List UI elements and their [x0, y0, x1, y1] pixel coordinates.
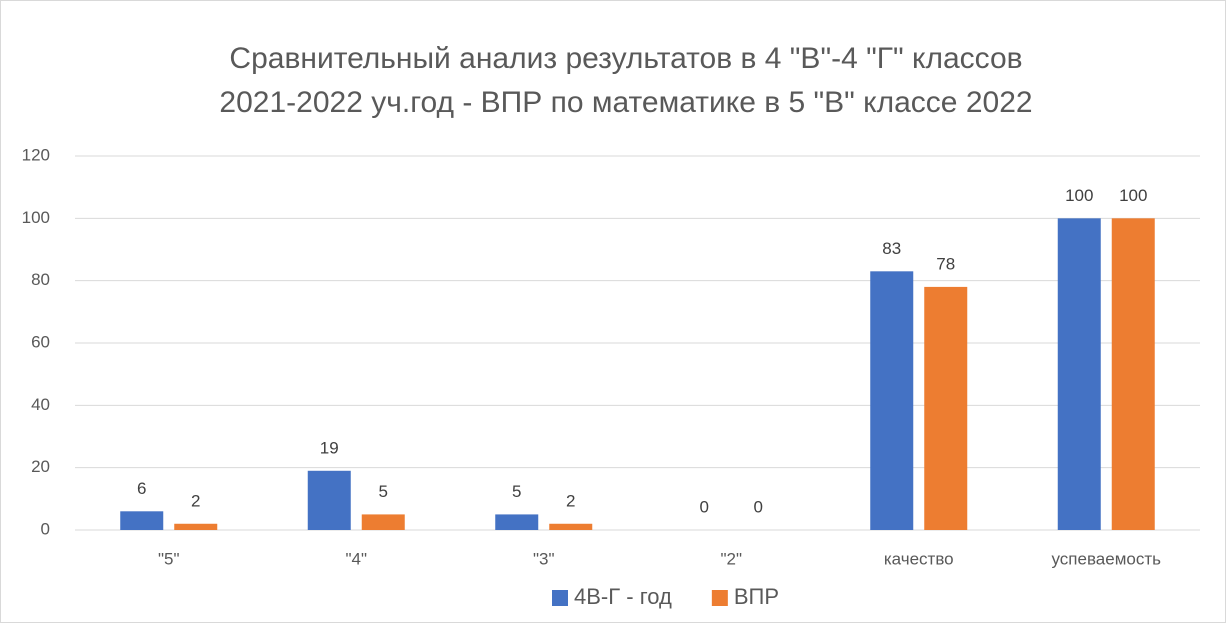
y-tick-label: 100 — [22, 208, 50, 227]
x-tick-label: "4" — [345, 549, 367, 568]
y-tick-label: 80 — [31, 270, 50, 289]
bar — [1057, 218, 1101, 531]
data-label: 2 — [191, 491, 200, 510]
data-label: 0 — [754, 497, 763, 516]
data-label: 100 — [1119, 186, 1147, 205]
bar — [174, 523, 218, 530]
data-label: 0 — [700, 497, 709, 516]
legend-label: ВПР — [734, 584, 779, 609]
x-tick-label: "5" — [158, 549, 180, 568]
y-tick-label: 20 — [31, 457, 50, 476]
data-label: 100 — [1065, 186, 1093, 205]
chart-title: 2021-2022 уч.год - ВПР по математике в 5… — [219, 86, 1032, 119]
y-tick-label: 60 — [31, 332, 50, 351]
x-tick-label: успеваемость — [1051, 549, 1161, 568]
x-tick-label: качество — [884, 549, 954, 568]
x-tick-label: "3" — [533, 549, 555, 568]
bar — [870, 271, 914, 530]
data-label: 78 — [936, 254, 955, 273]
data-label: 6 — [137, 479, 146, 498]
data-label: 5 — [512, 482, 521, 501]
bar — [361, 514, 405, 530]
legend-swatch — [552, 590, 568, 606]
chart-title: Сравнительный анализ результатов в 4 "В"… — [229, 42, 1022, 75]
y-tick-label: 0 — [41, 519, 50, 538]
data-label: 2 — [566, 491, 575, 510]
bar — [1111, 218, 1155, 531]
legend-swatch — [711, 590, 728, 606]
data-label: 19 — [320, 438, 339, 457]
bar — [549, 523, 593, 530]
data-label: 83 — [882, 239, 901, 258]
bar — [307, 470, 351, 530]
data-label: 5 — [379, 482, 388, 501]
x-tick-label: "2" — [720, 549, 742, 568]
bar — [924, 286, 968, 530]
y-tick-label: 40 — [31, 395, 50, 414]
y-tick-label: 120 — [22, 145, 50, 164]
bar — [495, 514, 539, 530]
legend-label: 4В-Г - год — [574, 584, 672, 609]
bar — [120, 511, 164, 530]
